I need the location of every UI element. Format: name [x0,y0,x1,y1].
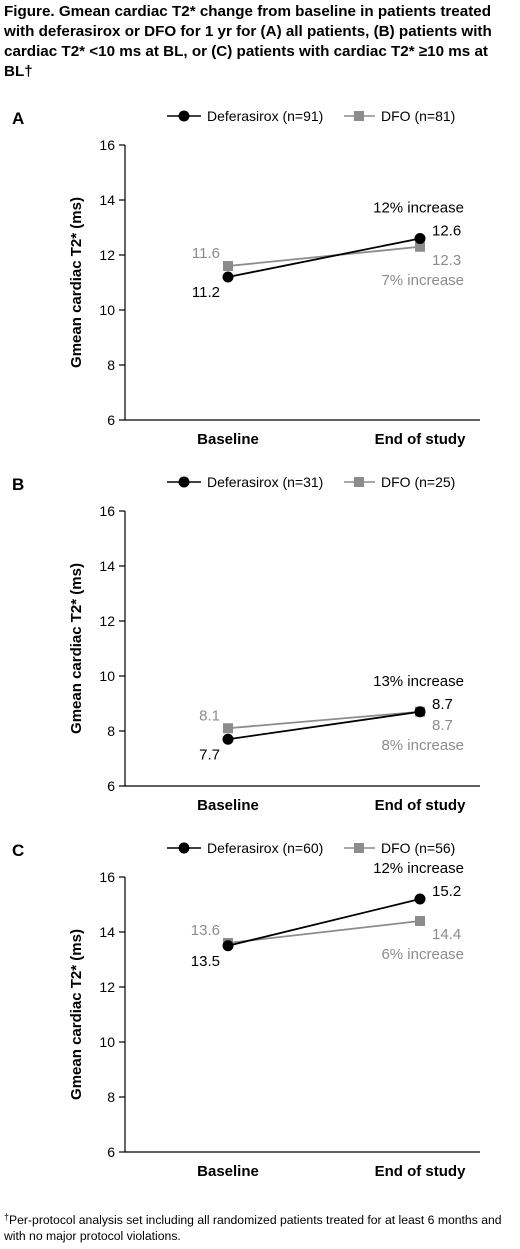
chart-panel-a: A Deferasirox (n=91) DFO (n=81) 6 8 10 12 14 16 G… [0,100,520,470]
legend-label-deferasirox: Deferasirox (n=60) [207,840,323,856]
chart-panel-c: C Deferasirox (n=60) DFO (n=56) 6 8 10 12 14 16 G… [0,832,520,1202]
series-line-dfo [227,245,421,267]
series-line-deferasirox [227,710,421,741]
data-label-dfo: 12.3 [432,252,461,269]
legend-square-marker [354,111,364,121]
data-point-deferasirox [222,733,234,745]
chart-svg-c: C Deferasirox (n=60) DFO (n=56) 6 8 10 12 14 16 G… [12,840,480,1180]
annotation-deferasirox-increase: 13% increase [373,673,464,690]
chart-panel-b: B Deferasirox (n=31) DFO (n=25) 6 8 10 12 14 16 G… [0,466,520,836]
y-tick-label: 12 [99,613,115,629]
x-category-label: Baseline [197,1163,259,1180]
legend-label-dfo: DFO (n=56) [381,840,455,856]
y-axis-label: Gmean cardiac T2* (ms) [68,929,85,1100]
y-tick-label: 16 [99,137,115,153]
annotation-deferasirox-increase: 12% increase [373,860,464,877]
y-tick-label: 8 [107,357,115,373]
data-label-deferasirox: 8.7 [432,696,453,713]
footnote: †Per-protocol analysis set including all… [4,1209,516,1244]
y-tick-label: 10 [99,1034,115,1050]
legend-square-marker [354,843,364,853]
y-tick-label: 8 [107,723,115,739]
y-axis-label: Gmean cardiac T2* (ms) [68,197,85,368]
panel-label: A [12,109,24,128]
y-tick-label: 12 [99,979,115,995]
figure-title: Figure. Gmean cardiac T2* change from ba… [4,3,492,80]
footnote-text: Per-protocol analysis set including all … [4,1213,502,1243]
data-point-dfo [223,261,233,271]
y-tick-label: 10 [99,302,115,318]
data-label-dfo: 11.6 [192,245,220,262]
y-tick-label: 6 [107,778,115,794]
x-category-label: End of study [375,431,466,448]
x-category-label: Baseline [197,431,259,448]
legend-label-dfo: DFO (n=25) [381,474,455,490]
y-tick-label: 6 [107,412,115,428]
annotation-dfo-increase: 6% increase [381,946,464,963]
annotation-deferasirox-increase: 12% increase [373,200,464,217]
data-label-deferasirox: 7.7 [199,746,220,763]
legend-circle-marker [178,476,190,488]
x-category-label: End of study [375,1163,466,1180]
data-label-dfo: 8.1 [199,707,220,724]
y-axis-label: Gmean cardiac T2* (ms) [68,563,85,734]
data-label-dfo: 8.7 [432,717,453,734]
data-point-deferasirox [222,271,234,283]
data-label-dfo: 13.6 [191,922,220,939]
x-category-label: Baseline [197,797,259,814]
data-point-deferasirox [414,893,426,905]
data-point-dfo [415,241,425,252]
chart-svg-a: A Deferasirox (n=91) DFO (n=81) 6 8 10 12 14 16 G… [12,108,480,448]
series-line-dfo [227,920,421,944]
legend-label-dfo: DFO (n=81) [381,108,455,124]
annotation-dfo-increase: 8% increase [381,737,464,754]
y-tick-label: 14 [99,924,115,940]
series-line-deferasirox [227,898,421,947]
data-point-deferasirox [414,706,426,718]
panel-label: C [12,841,24,860]
data-point-deferasirox [222,940,234,952]
data-label-deferasirox: 12.6 [432,223,461,240]
panel-label: B [12,475,24,494]
y-tick-label: 6 [107,1144,115,1160]
y-tick-label: 12 [99,247,115,263]
series-line-deferasirox [227,237,421,278]
legend-label-deferasirox: Deferasirox (n=31) [207,474,323,490]
legend-square-marker [354,477,364,487]
footnote-mark: † [4,1212,10,1222]
y-tick-label: 16 [99,869,115,885]
data-point-dfo [415,916,425,926]
data-point-dfo [223,723,233,734]
annotation-dfo-increase: 7% increase [381,272,464,289]
y-tick-label: 8 [107,1089,115,1105]
series-line-dfo [227,710,421,730]
chart-svg-b: B Deferasirox (n=31) DFO (n=25) 6 8 10 12 14 16 G… [12,474,480,814]
y-tick-label: 16 [99,503,115,519]
x-category-label: End of study [375,797,466,814]
legend-circle-marker [178,110,190,122]
y-tick-label: 10 [99,668,115,684]
data-label-deferasirox: 13.5 [191,953,220,970]
data-label-deferasirox: 11.2 [192,284,220,301]
legend-label-deferasirox: Deferasirox (n=91) [207,108,323,124]
y-tick-label: 14 [99,192,115,208]
data-label-dfo: 14.4 [432,926,461,943]
data-point-deferasirox [414,233,426,244]
data-label-deferasirox: 15.2 [432,883,461,900]
y-tick-label: 14 [99,558,115,574]
legend-circle-marker [178,842,190,854]
